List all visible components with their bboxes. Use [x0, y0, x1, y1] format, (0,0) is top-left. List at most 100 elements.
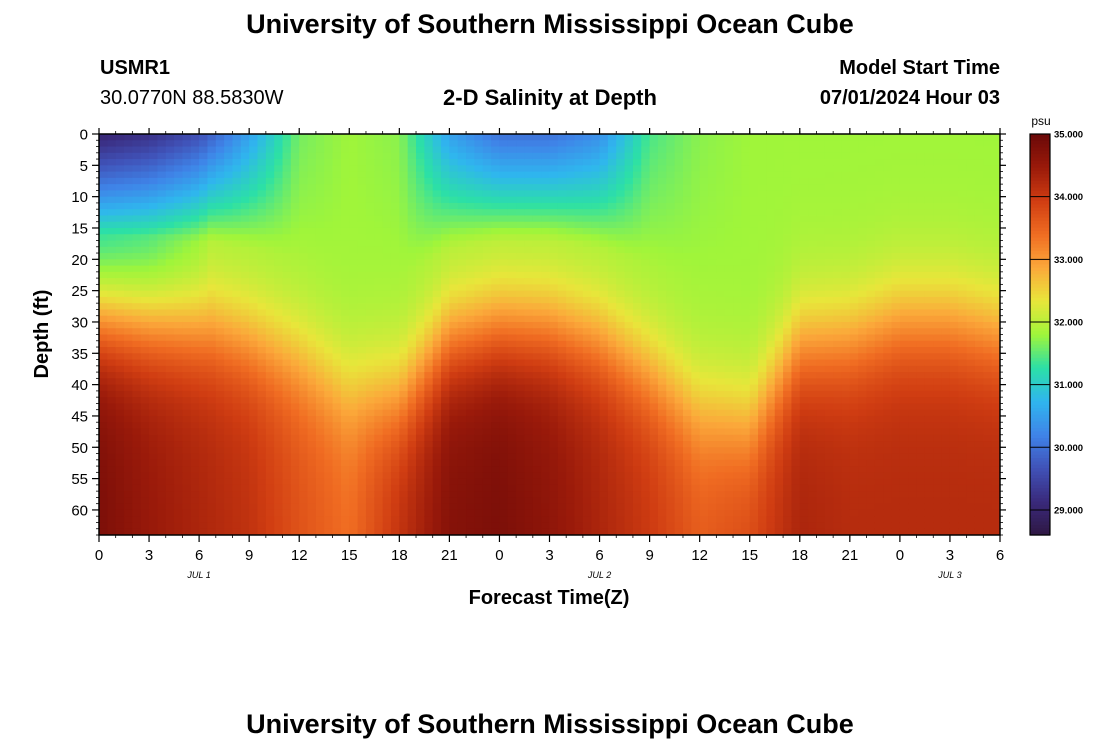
heatmap-cell	[666, 246, 676, 254]
heatmap-cell	[616, 271, 626, 279]
heatmap-cell	[282, 340, 292, 348]
heatmap-cell	[132, 284, 142, 292]
heatmap-cell	[432, 509, 442, 517]
heatmap-cell	[149, 165, 158, 173]
heatmap-cell	[374, 246, 384, 254]
heatmap-cell	[357, 240, 367, 248]
heatmap-cell	[215, 303, 225, 311]
heatmap-cell	[315, 528, 325, 535]
heatmap-cell	[466, 146, 476, 154]
heatmap-cell	[482, 315, 492, 323]
heatmap-cell	[399, 309, 409, 317]
heatmap-cell	[566, 202, 576, 210]
heatmap-cell	[165, 422, 175, 430]
heatmap-cell	[390, 315, 400, 323]
heatmap-cell	[516, 441, 526, 448]
heatmap-cell	[657, 447, 667, 455]
heatmap-cell	[682, 159, 692, 166]
heatmap-cell	[557, 221, 567, 229]
heatmap-cell	[340, 140, 350, 148]
heatmap-cell	[649, 259, 659, 267]
heatmap-cell	[332, 478, 342, 486]
heatmap-cell	[482, 303, 492, 311]
heatmap-cell	[232, 303, 242, 311]
heatmap-cell	[149, 215, 158, 223]
heatmap-cell	[607, 390, 617, 398]
heatmap-cell	[657, 353, 667, 361]
heatmap-cell	[549, 253, 559, 260]
heatmap-cell	[482, 372, 492, 379]
heatmap-cell	[357, 434, 367, 442]
heatmap-cell	[416, 184, 425, 191]
heatmap-cell	[399, 134, 409, 141]
heatmap-cell	[449, 246, 459, 254]
heatmap-cell	[124, 165, 133, 173]
heatmap-cell	[265, 152, 275, 160]
heatmap-cell	[324, 271, 334, 279]
heatmap-cell	[624, 278, 634, 285]
heatmap-cell	[716, 522, 726, 530]
heatmap-cell	[199, 284, 209, 292]
heatmap-cell	[524, 478, 534, 486]
heatmap-cell	[574, 296, 584, 304]
heatmap-cell	[240, 296, 250, 304]
heatmap-cell	[390, 209, 400, 217]
heatmap-cell	[449, 359, 459, 367]
heatmap-cell	[282, 221, 292, 229]
heatmap-cell	[199, 409, 209, 417]
heatmap-cell	[441, 434, 450, 442]
heatmap-cell	[624, 397, 634, 405]
heatmap-cell	[516, 415, 526, 423]
heatmap-cell	[240, 328, 250, 336]
heatmap-cell	[566, 240, 576, 248]
heatmap-cell	[382, 159, 392, 166]
heatmap-cell	[666, 334, 676, 342]
heatmap-cell	[390, 528, 400, 535]
heatmap-cell	[124, 296, 133, 304]
heatmap-cell	[666, 466, 676, 473]
heatmap-cell	[516, 215, 526, 223]
heatmap-cell	[657, 303, 667, 311]
heatmap-cell	[649, 234, 659, 242]
heatmap-cell	[649, 184, 659, 191]
heatmap-cell	[666, 171, 676, 179]
heatmap-cell	[357, 353, 367, 361]
heatmap-cell	[232, 259, 242, 267]
heatmap-cell	[457, 271, 467, 279]
heatmap-cell	[340, 397, 350, 405]
heatmap-cell	[649, 459, 659, 467]
heatmap-cell	[332, 422, 342, 430]
heatmap-cell	[349, 422, 359, 430]
heatmap-cell	[649, 265, 659, 273]
heatmap-cell	[641, 403, 651, 411]
heatmap-cell	[282, 265, 292, 273]
heatmap-cell	[582, 428, 592, 436]
heatmap-cell	[616, 522, 626, 530]
heatmap-cell	[674, 221, 684, 229]
heatmap-cell	[299, 372, 309, 379]
heatmap-cell	[441, 472, 450, 480]
heatmap-cell	[332, 466, 342, 473]
heatmap-cell	[599, 522, 609, 530]
heatmap-cell	[599, 284, 609, 292]
heatmap-cell	[307, 334, 317, 342]
heatmap-cell	[274, 196, 284, 204]
heatmap-cell	[549, 190, 559, 198]
heatmap-cell	[516, 271, 526, 279]
heatmap-cell	[265, 253, 275, 260]
heatmap-cell	[299, 278, 309, 285]
heatmap-cell	[224, 372, 234, 379]
heatmap-cell	[516, 466, 526, 473]
heatmap-cell	[641, 409, 651, 417]
heatmap-cell	[390, 503, 400, 511]
heatmap-cell	[566, 234, 576, 242]
heatmap-cell	[491, 227, 501, 235]
heatmap-cell	[624, 328, 634, 336]
heatmap-cell	[699, 334, 709, 342]
heatmap-cell	[574, 441, 584, 448]
heatmap-cell	[290, 503, 300, 511]
heatmap-cell	[265, 227, 275, 235]
heatmap-cell	[674, 522, 684, 530]
heatmap-cell	[716, 340, 726, 348]
heatmap-cell	[149, 484, 158, 492]
